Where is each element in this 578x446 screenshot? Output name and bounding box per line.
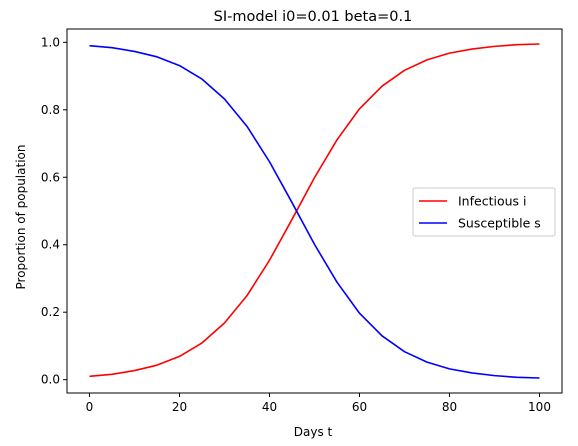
legend: Infectious i Susceptible s xyxy=(412,187,556,237)
legend-label-susceptible: Susceptible s xyxy=(458,216,541,231)
y-tick-label: 0.0 xyxy=(41,373,60,387)
x-tick-label: 0 xyxy=(86,400,94,414)
x-tick-label: 80 xyxy=(442,400,457,414)
legend-label-infectious: Infectious i xyxy=(458,194,526,209)
plot-area: 0 20 40 60 80 100 0.0 0.2 0.4 0.6 0.8 1.0 xyxy=(41,28,563,414)
x-tick-label: 40 xyxy=(262,400,277,414)
y-tick-label: 0.2 xyxy=(41,305,60,319)
y-tick-label: 0.6 xyxy=(41,170,60,184)
y-axis-ticks: 0.0 0.2 0.4 0.6 0.8 1.0 xyxy=(41,35,67,387)
x-axis-label: Days t xyxy=(294,425,333,439)
plot-frame xyxy=(66,28,563,394)
series-line-susceptible xyxy=(89,44,540,379)
legend-box xyxy=(412,187,556,237)
y-tick-label: 0.8 xyxy=(41,103,60,117)
y-tick-label: 1.0 xyxy=(41,35,60,49)
series-layer xyxy=(89,43,540,379)
series-line-infectious xyxy=(89,43,540,378)
y-axis-label: Proportion of population xyxy=(14,145,28,290)
x-tick-label: 100 xyxy=(528,400,551,414)
y-tick-label: 0.4 xyxy=(41,238,60,252)
x-tick-label: 60 xyxy=(352,400,367,414)
chart-title: SI-model i0=0.01 beta=0.1 xyxy=(214,9,413,25)
x-axis-ticks: 0 20 40 60 80 100 xyxy=(86,393,551,414)
x-tick-label: 20 xyxy=(172,400,187,414)
